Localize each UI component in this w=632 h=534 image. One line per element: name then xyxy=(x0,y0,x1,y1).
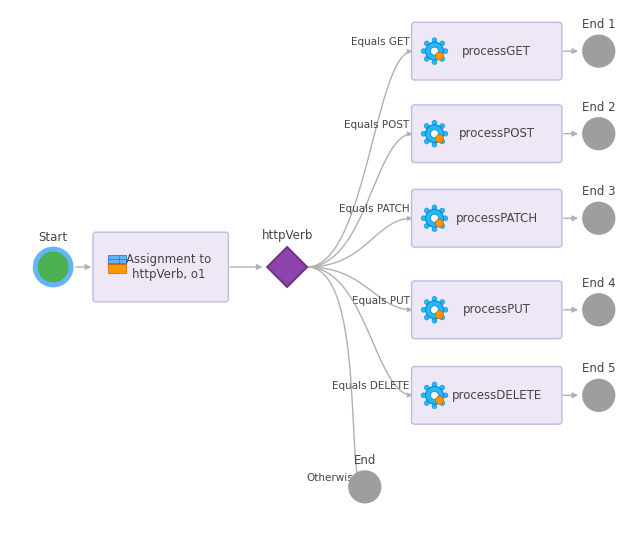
Circle shape xyxy=(430,391,439,399)
Circle shape xyxy=(424,139,429,144)
Circle shape xyxy=(435,52,444,60)
Circle shape xyxy=(443,393,448,398)
FancyBboxPatch shape xyxy=(93,232,228,302)
Circle shape xyxy=(430,214,439,222)
Circle shape xyxy=(432,120,437,125)
Circle shape xyxy=(421,216,426,221)
Circle shape xyxy=(432,296,437,301)
Circle shape xyxy=(435,396,444,404)
Circle shape xyxy=(432,60,437,65)
Circle shape xyxy=(583,118,615,150)
Circle shape xyxy=(440,57,445,61)
Text: processPATCH: processPATCH xyxy=(456,212,538,225)
Circle shape xyxy=(424,224,429,229)
Circle shape xyxy=(432,404,437,409)
Circle shape xyxy=(425,125,444,143)
FancyBboxPatch shape xyxy=(411,190,562,247)
Text: httpVerb: httpVerb xyxy=(262,229,313,242)
Circle shape xyxy=(421,49,426,53)
Text: End: End xyxy=(353,454,376,467)
Text: processDELETE: processDELETE xyxy=(452,389,542,402)
Circle shape xyxy=(432,142,437,147)
Circle shape xyxy=(425,209,444,227)
Circle shape xyxy=(440,208,445,213)
FancyBboxPatch shape xyxy=(411,366,562,424)
Circle shape xyxy=(432,227,437,232)
Circle shape xyxy=(432,318,437,323)
FancyBboxPatch shape xyxy=(108,255,126,264)
FancyBboxPatch shape xyxy=(411,22,562,80)
Circle shape xyxy=(583,380,615,411)
Text: End 2: End 2 xyxy=(582,101,616,114)
Circle shape xyxy=(440,400,445,405)
Text: Equals PATCH: Equals PATCH xyxy=(339,205,410,214)
Circle shape xyxy=(432,382,437,387)
Text: Equals POST: Equals POST xyxy=(344,120,410,130)
Circle shape xyxy=(430,130,439,138)
Circle shape xyxy=(440,315,445,320)
Text: processGET: processGET xyxy=(462,45,532,58)
Circle shape xyxy=(443,216,448,221)
Text: End 1: End 1 xyxy=(582,18,616,31)
Circle shape xyxy=(421,131,426,136)
FancyBboxPatch shape xyxy=(108,264,126,273)
Text: Equals GET: Equals GET xyxy=(351,37,410,47)
Text: Assignment to: Assignment to xyxy=(126,253,211,265)
Circle shape xyxy=(430,306,439,314)
Circle shape xyxy=(424,57,429,61)
Circle shape xyxy=(443,307,448,312)
Text: Otherwise: Otherwise xyxy=(307,473,360,483)
Circle shape xyxy=(424,385,429,390)
Circle shape xyxy=(432,205,437,210)
Circle shape xyxy=(424,41,429,46)
Circle shape xyxy=(425,42,444,60)
Text: End 5: End 5 xyxy=(582,363,616,375)
Circle shape xyxy=(440,385,445,390)
Circle shape xyxy=(425,301,444,319)
Text: Equals PUT: Equals PUT xyxy=(352,296,410,306)
Text: Start: Start xyxy=(39,231,68,244)
Circle shape xyxy=(440,139,445,144)
Circle shape xyxy=(424,315,429,320)
Circle shape xyxy=(443,49,448,53)
Circle shape xyxy=(349,471,380,503)
Circle shape xyxy=(35,249,71,285)
Circle shape xyxy=(435,311,444,319)
Circle shape xyxy=(435,135,444,143)
Text: End 4: End 4 xyxy=(582,277,616,290)
Circle shape xyxy=(583,35,615,67)
Circle shape xyxy=(435,219,444,227)
Text: httpVerb, o1: httpVerb, o1 xyxy=(132,269,205,281)
Circle shape xyxy=(583,294,615,326)
Circle shape xyxy=(424,123,429,129)
Circle shape xyxy=(430,47,439,55)
Circle shape xyxy=(440,123,445,129)
FancyBboxPatch shape xyxy=(411,281,562,339)
Circle shape xyxy=(424,208,429,213)
FancyBboxPatch shape xyxy=(411,105,562,162)
Circle shape xyxy=(432,38,437,43)
Circle shape xyxy=(440,300,445,304)
Circle shape xyxy=(424,400,429,405)
Circle shape xyxy=(421,307,426,312)
Text: Equals DELETE: Equals DELETE xyxy=(332,381,410,391)
Text: processPOST: processPOST xyxy=(459,127,535,140)
Circle shape xyxy=(443,131,448,136)
Text: processPUT: processPUT xyxy=(463,303,531,316)
Circle shape xyxy=(421,393,426,398)
Circle shape xyxy=(440,41,445,46)
Text: End 3: End 3 xyxy=(582,185,616,198)
Polygon shape xyxy=(267,247,307,287)
Circle shape xyxy=(425,387,444,404)
Circle shape xyxy=(583,202,615,234)
Circle shape xyxy=(440,224,445,229)
Circle shape xyxy=(424,300,429,304)
